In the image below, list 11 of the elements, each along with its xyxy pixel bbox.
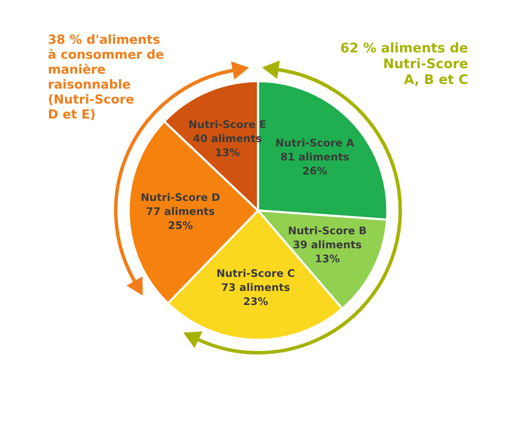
slice-label: Nutri-Score D	[142, 192, 220, 202]
text: 62 % aliments de Nutri-Score A, B et C	[341, 42, 468, 86]
slice-label: Nutri-Score E	[189, 120, 266, 128]
text: 38 % d'aliments à consommer de manière raisonnable (Nutri-Score D et E)	[48, 34, 164, 120]
data-label: 81 aliments 26%	[281, 152, 349, 175]
slice-label: Nutri-Score C	[217, 268, 294, 278]
data-label: 39 aliments 13%	[294, 240, 362, 262]
slice-label: Nutri-Score B	[288, 226, 366, 234]
data-label: 77 aliments 25%	[146, 207, 214, 230]
data-label: 73 aliments 23%	[222, 283, 290, 306]
slice-label: Nutri-Score A	[276, 138, 354, 147]
